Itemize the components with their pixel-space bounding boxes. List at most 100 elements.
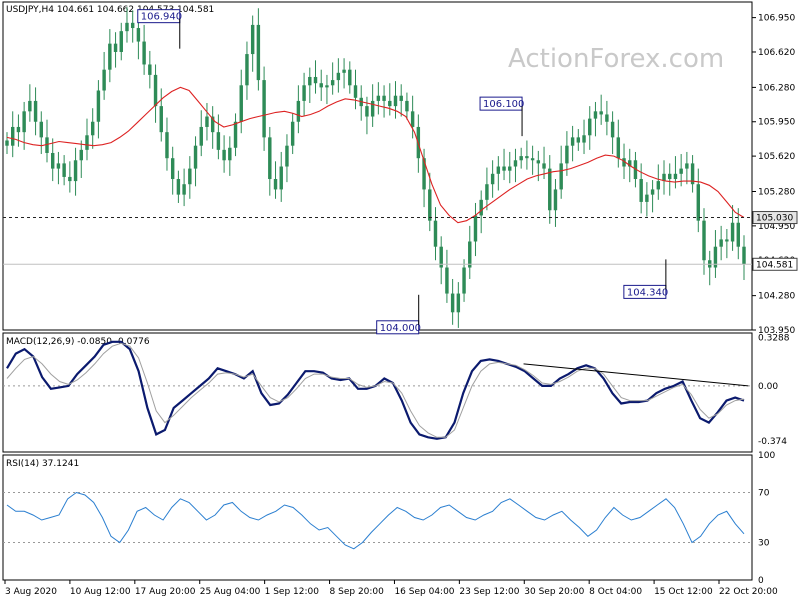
macd-signal-line [6, 342, 745, 438]
candle-body [605, 114, 609, 122]
candle-body [79, 149, 83, 161]
candle-body [593, 111, 598, 119]
candle-body [468, 241, 472, 268]
candle-body [325, 85, 329, 88]
candle-body [142, 41, 146, 65]
candle-body [239, 85, 243, 122]
candle-body [290, 121, 295, 146]
macd-header: MACD(12,26,9) -0.0850 -0.0776 [6, 337, 150, 347]
candle-body [616, 137, 621, 159]
candle-body [376, 95, 381, 101]
candle-body [473, 215, 478, 242]
price-tick-label: 104.950 [758, 222, 795, 232]
candle-body [508, 166, 512, 171]
candle-body [273, 179, 278, 190]
candle-body [445, 267, 449, 294]
pane-frame-1 [2, 332, 753, 453]
candle-body [45, 137, 49, 153]
macd-tick-label: -0.374 [758, 437, 787, 447]
candle-body [113, 43, 118, 52]
candle-body [199, 126, 203, 146]
candle-body [90, 121, 95, 136]
time-tick-label: 1 Sep 12:00 [265, 587, 320, 597]
time-tick-label: 25 Aug 04:00 [200, 587, 261, 597]
candle-body [382, 95, 386, 101]
candle-body [302, 85, 306, 101]
time-tick-label: 30 Sep 20:00 [524, 587, 584, 597]
candle-body [633, 160, 638, 180]
candle-body [570, 137, 575, 146]
level-label: 105.030 [756, 214, 793, 224]
candle-body [673, 173, 678, 180]
price-callout-label: 106.940 [141, 12, 182, 23]
candle-body [56, 163, 61, 169]
candle-body [256, 24, 261, 81]
candle-body [599, 111, 603, 115]
time-tick-label: 10 Aug 12:00 [70, 587, 131, 597]
candle-body [73, 160, 78, 182]
candle-body [222, 149, 226, 161]
price-callout-label: 104.000 [380, 323, 421, 334]
pane-frame-2 [2, 454, 753, 581]
candle-body [559, 163, 563, 190]
time-tick-label: 22 Oct 20:00 [719, 587, 778, 597]
price-callout-label: 104.340 [627, 287, 668, 298]
candle-body [68, 176, 72, 182]
time-tick-label: 8 Oct 04:00 [589, 587, 642, 597]
candle-body [719, 239, 723, 247]
candle-body [5, 140, 9, 146]
candle-body [336, 72, 341, 81]
candle-body [530, 158, 535, 161]
candle-body [479, 199, 483, 216]
price-tick-label: 105.950 [758, 118, 795, 128]
candle-body [456, 293, 461, 313]
price-tick-label: 103.950 [758, 326, 795, 336]
candle-body [296, 100, 301, 122]
candle-body [450, 293, 455, 313]
candle-body [502, 166, 506, 171]
candle-body [668, 173, 672, 180]
candle-body [576, 137, 581, 143]
rsi-tick-label: 30 [758, 539, 770, 549]
candle-body [730, 222, 735, 242]
candle-body [542, 163, 546, 169]
macd-tick-label: 0.00 [758, 382, 778, 392]
candle-body [285, 145, 289, 167]
candle-body [725, 239, 729, 242]
candle-body [462, 267, 466, 294]
time-tick-label: 16 Sep 04:00 [394, 587, 454, 597]
candle-body [656, 181, 661, 190]
candle-body [370, 100, 375, 117]
candle-body [176, 179, 181, 195]
candle-body [342, 69, 346, 73]
candle-body [348, 69, 352, 86]
candle-body [485, 184, 489, 200]
candle-body [313, 76, 318, 84]
candle-body [22, 111, 26, 133]
macd-main-line [6, 340, 745, 440]
candle-body [279, 166, 283, 190]
candle-body [119, 31, 123, 52]
time-tick-label: 8 Sep 20:00 [330, 587, 385, 597]
price-tick-label: 106.950 [758, 14, 795, 24]
candle-body [159, 106, 163, 133]
price-tick-label: 106.280 [758, 83, 795, 93]
candle-body [96, 90, 101, 122]
candle-body [28, 100, 32, 112]
candle-body [148, 64, 152, 75]
price-tick-label: 106.620 [758, 48, 795, 58]
candle-body [650, 189, 655, 195]
candle-body [102, 69, 106, 91]
candle-body [85, 135, 89, 150]
candle-body [553, 189, 558, 211]
candle-body [182, 184, 186, 195]
moving-average-line [6, 86, 745, 224]
candle-body [233, 121, 238, 148]
time-tick-label: 17 Aug 20:00 [135, 587, 196, 597]
time-tick-label: 3 Aug 2020 [5, 587, 57, 597]
rsi-line [6, 491, 745, 550]
candle-body [33, 100, 38, 122]
candle-body [262, 80, 266, 138]
